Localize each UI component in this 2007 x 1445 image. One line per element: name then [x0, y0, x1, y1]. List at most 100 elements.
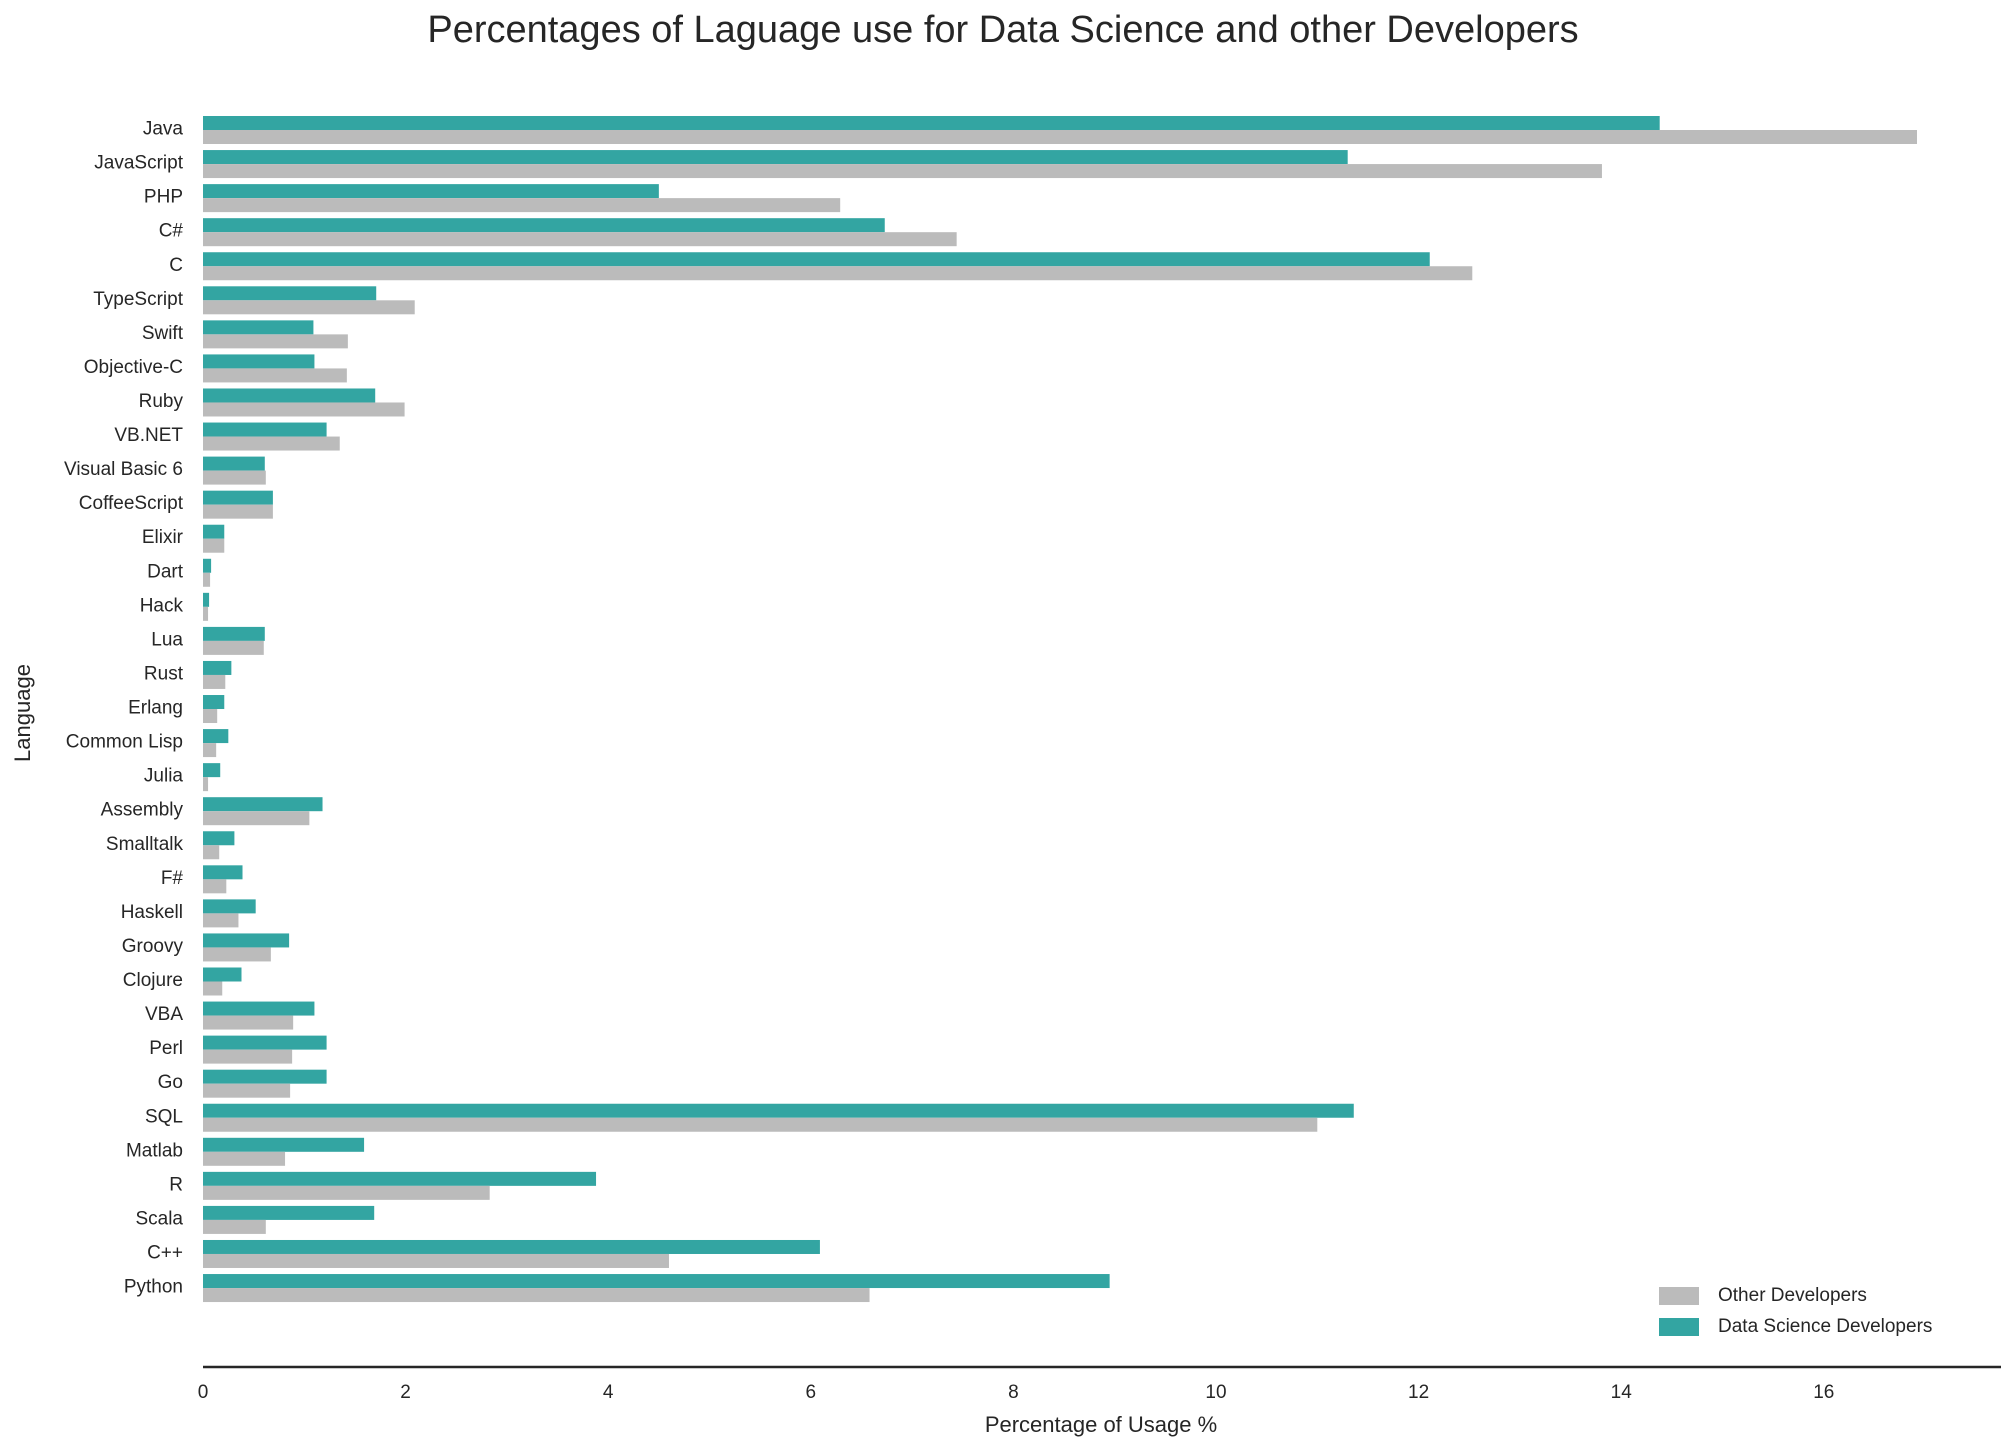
legend-swatch: [1659, 1318, 1699, 1336]
bar-other-r: [203, 1185, 490, 1200]
bar-other-sql: [203, 1117, 1318, 1132]
category-label-groovy: Groovy: [122, 936, 184, 957]
bar-other-perl: [203, 1049, 293, 1064]
bar-data-science-scala: [203, 1205, 375, 1220]
bar-other-c: [203, 232, 957, 247]
bar-data-science-perl: [203, 1035, 327, 1050]
bar-other-hack: [203, 606, 209, 621]
x-tick-label: 16: [1813, 1382, 1834, 1403]
category-label-haskell: Haskell: [121, 902, 183, 923]
x-tick-label: 10: [1205, 1382, 1226, 1403]
bar-data-science-rust: [203, 660, 232, 675]
bar-other-lua: [203, 640, 264, 655]
bar-other-elixir: [203, 538, 225, 553]
bar-other-objective-c: [203, 368, 347, 383]
bar-data-science-php: [203, 184, 659, 199]
category-label-swift: Swift: [142, 323, 184, 344]
x-tick-label: 14: [1611, 1382, 1633, 1403]
bar-other-c: [203, 1253, 669, 1268]
bar-other-erlang: [203, 709, 218, 724]
bar-other-haskell: [203, 913, 239, 928]
category-label-go: Go: [158, 1072, 183, 1093]
category-label-smalltalk: Smalltalk: [106, 834, 184, 855]
category-label-vba: VBA: [145, 1004, 183, 1025]
bar-data-science-python: [203, 1274, 1110, 1289]
bar-data-science-lua: [203, 626, 265, 641]
legend-label: Other Developers: [1718, 1285, 1867, 1306]
bar-data-science-typescript: [203, 286, 377, 301]
bar-data-science-vb-net: [203, 422, 327, 437]
bar-data-science-clojure: [203, 967, 242, 982]
category-label-coffeescript: CoffeeScript: [79, 493, 184, 514]
bar-other-common-lisp: [203, 743, 217, 758]
bar-data-science-f: [203, 865, 243, 880]
chart-title: Percentages of Laguage use for Data Scie…: [427, 9, 1578, 51]
bar-data-science-erlang: [203, 695, 225, 710]
bar-other-javascript: [203, 164, 1602, 179]
category-label-assembly: Assembly: [101, 800, 184, 821]
bar-data-science-sql: [203, 1103, 1354, 1118]
legend: Other Developers Data Science Developers: [1659, 1285, 1932, 1337]
x-tick-label: 8: [1008, 1382, 1019, 1403]
bar-data-science-matlab: [203, 1137, 365, 1152]
category-labels: Java JavaScript PHP C# C TypeScript Swift Objec…: [64, 119, 184, 1298]
category-label-scala: Scala: [135, 1208, 183, 1229]
bar-data-science-julia: [203, 763, 221, 778]
bar-other-dart: [203, 572, 211, 587]
category-label-ruby: Ruby: [139, 391, 184, 412]
y-axis-label: Language: [10, 664, 35, 762]
bar-data-science-smalltalk: [203, 831, 235, 846]
category-label-vb-net: VB.NET: [114, 425, 183, 446]
bar-data-science-common-lisp: [203, 729, 229, 744]
bar-other-php: [203, 198, 841, 213]
x-tick-label: 0: [198, 1382, 209, 1403]
bar-data-science-go: [203, 1069, 327, 1084]
category-label-perl: Perl: [149, 1038, 183, 1059]
category-label-c: C: [169, 255, 183, 276]
category-label-c: C#: [159, 221, 184, 242]
bar-other-smalltalk: [203, 845, 220, 860]
bar-other-visual-basic-6: [203, 470, 266, 485]
bar-other-ruby: [203, 402, 405, 417]
bar-data-science-objective-c: [203, 354, 315, 369]
category-label-matlab: Matlab: [126, 1140, 183, 1161]
bar-data-science-r: [203, 1171, 597, 1186]
category-label-javascript: JavaScript: [94, 153, 183, 174]
bar-other-assembly: [203, 811, 310, 826]
category-label-lua: Lua: [151, 629, 183, 650]
bar-data-science-c: [203, 1239, 820, 1254]
x-axis-label: Percentage of Usage %: [985, 1412, 1217, 1437]
bar-other-clojure: [203, 981, 223, 996]
category-label-php: PHP: [144, 187, 183, 208]
bar-other-vb-net: [203, 436, 340, 451]
bar-data-science-java: [203, 116, 1660, 130]
category-label-visual-basic-6: Visual Basic 6: [64, 459, 183, 480]
category-label-typescript: TypeScript: [93, 289, 183, 310]
bar-data-science-c: [203, 218, 885, 233]
bar-other-matlab: [203, 1151, 286, 1166]
bar-data-science-groovy: [203, 933, 290, 948]
bar-data-science-assembly: [203, 797, 323, 812]
bar-other-coffeescript: [203, 504, 273, 519]
bar-other-swift: [203, 334, 348, 349]
bar-other-typescript: [203, 300, 415, 315]
category-label-sql: SQL: [145, 1106, 183, 1127]
bar-other-python: [203, 1288, 870, 1303]
bar-data-science-javascript: [203, 150, 1348, 165]
bar-data-science-coffeescript: [203, 490, 273, 505]
x-tick-label: 12: [1408, 1382, 1429, 1403]
category-label-f: F#: [161, 868, 184, 889]
category-label-erlang: Erlang: [128, 698, 183, 719]
bar-other-scala: [203, 1219, 266, 1234]
bar-data-science-swift: [203, 320, 314, 335]
bar-data-science-c: [203, 252, 1430, 267]
category-label-r: R: [169, 1174, 183, 1195]
category-label-java: Java: [143, 119, 184, 140]
bar-other-java: [203, 130, 1917, 144]
bar-other-rust: [203, 674, 226, 689]
bar-other-go: [203, 1083, 291, 1098]
bar-other-vba: [203, 1015, 294, 1030]
category-label-hack: Hack: [140, 595, 184, 616]
